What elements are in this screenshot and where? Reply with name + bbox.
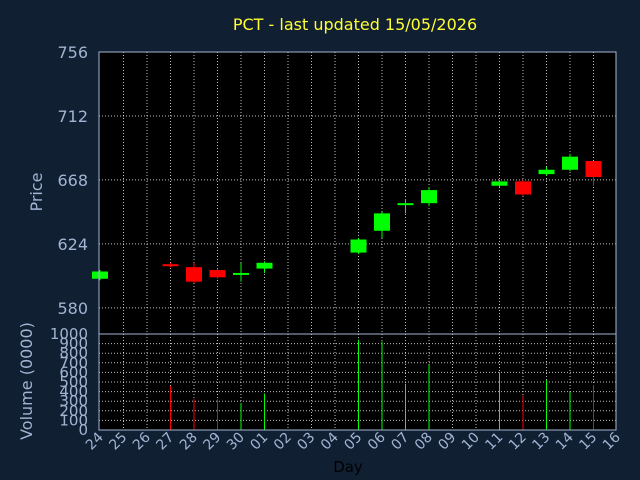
volume-plot-frame xyxy=(98,333,617,431)
x-tick-label: 27 xyxy=(153,430,177,454)
x-tick-label: 03 xyxy=(294,430,318,454)
x-tick-label: 02 xyxy=(271,430,295,454)
volume-tick-label: 400 xyxy=(59,383,88,401)
x-tick-label: 06 xyxy=(365,429,389,453)
candle-body xyxy=(374,213,390,231)
x-tick-label: 30 xyxy=(224,430,248,454)
x-tick-label: 11 xyxy=(482,430,506,454)
x-tick-label: 29 xyxy=(200,430,224,454)
price-plot-area xyxy=(99,52,616,334)
x-tick-label: 10 xyxy=(459,430,483,454)
volume-tick-label: 800 xyxy=(59,344,88,362)
candle-body xyxy=(209,270,226,278)
x-tick-label: 05 xyxy=(341,430,365,454)
candle-body xyxy=(350,239,367,253)
volume-tick-label: 500 xyxy=(59,373,88,391)
x-tick-label: 04 xyxy=(318,429,342,453)
x-tick-label: 16 xyxy=(600,429,624,453)
x-tick-label: 14 xyxy=(553,429,577,453)
candle-body xyxy=(491,181,508,186)
x-tick-label: 01 xyxy=(247,430,271,454)
price-tick-label: 580 xyxy=(57,299,88,318)
x-tick-label: 13 xyxy=(529,430,553,454)
volume-tick-label: 300 xyxy=(59,392,88,410)
candle-body xyxy=(186,267,202,282)
candle-body xyxy=(256,262,273,269)
candle-body xyxy=(233,272,249,275)
volume-tick-label: 100 xyxy=(59,411,88,429)
candle-body xyxy=(562,156,578,170)
candle-body xyxy=(538,169,555,175)
x-tick-label: 25 xyxy=(106,430,130,454)
price-tick-label: 668 xyxy=(57,171,88,190)
x-tick-labels: 24 25 26 27 28 29 30 01 02 03 04 05 06 07 08 09 10 11 12 13… xyxy=(83,429,624,453)
x-tick-label: 12 xyxy=(506,430,530,454)
volume-grid xyxy=(99,334,616,430)
price-tick-labels: 580 624 668 712 756 xyxy=(57,43,88,318)
volume-tick-label: 900 xyxy=(59,335,88,353)
candle-body xyxy=(585,161,602,178)
candle-body xyxy=(421,190,437,204)
price-tick-label: 624 xyxy=(57,235,88,254)
candle-body xyxy=(92,271,108,279)
candles xyxy=(92,153,602,284)
volume-tick-label: 1000 xyxy=(50,325,88,343)
candle-body xyxy=(515,181,531,195)
volume-tick-label: 200 xyxy=(59,402,88,420)
volume-axis-label: Volume (0000) xyxy=(17,322,36,440)
volume-tick-label: 700 xyxy=(59,354,88,372)
volume-bars xyxy=(170,339,594,430)
x-tick-label: 26 xyxy=(130,429,154,453)
x-tick-label: 08 xyxy=(412,430,436,454)
candle-body xyxy=(162,264,179,267)
x-tick-label: 09 xyxy=(435,430,459,454)
chart-title: PCT - last updated 15/05/2026 xyxy=(233,15,477,34)
price-tick-label: 712 xyxy=(57,107,88,126)
price-axis-label: Price xyxy=(27,172,46,211)
x-tick-label: 15 xyxy=(576,430,600,454)
volume-tick-label: 0 xyxy=(78,421,88,439)
price-tick-label: 756 xyxy=(57,43,88,62)
candle-body xyxy=(397,203,414,206)
x-tick-label: 28 xyxy=(177,430,201,454)
volume-tick-label: 600 xyxy=(59,363,88,381)
x-axis-label: Day xyxy=(333,458,363,476)
x-tick-label: 07 xyxy=(388,430,412,454)
